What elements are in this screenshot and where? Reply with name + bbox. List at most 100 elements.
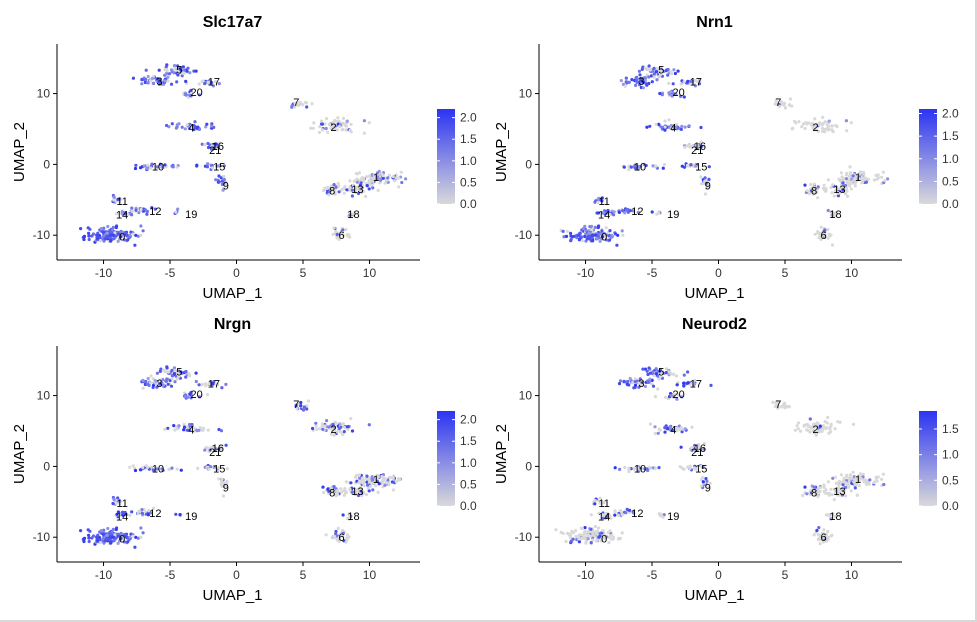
cell-point-cluster-4 (173, 428, 177, 432)
cell-point-cluster-4 (177, 122, 181, 126)
cluster-label-3: 3 (156, 76, 162, 88)
cell-point-cluster-2 (815, 429, 819, 433)
cell-point-cluster-4 (166, 426, 170, 430)
cell-point-cluster-6 (344, 227, 348, 232)
cell-point-cluster-19 (657, 512, 661, 516)
cell-point-cluster-0 (136, 234, 140, 238)
cell-point-cluster-12 (145, 209, 149, 214)
cell-point-cluster-5 (183, 68, 187, 72)
cell-point-cluster-3 (655, 78, 659, 82)
cell-point-cluster-4 (210, 124, 214, 128)
cell-point-cluster-4 (198, 425, 202, 430)
cell-point-cluster-17 (211, 382, 215, 386)
cell-point-cluster-6 (818, 542, 822, 546)
cluster-label-14: 14 (598, 210, 610, 222)
cell-point-cluster-4 (193, 120, 197, 124)
cell-point-cluster-17 (206, 80, 210, 84)
cell-point-cluster-5 (174, 374, 178, 378)
cell-point-cluster-16 (220, 445, 224, 449)
cell-point-cluster-3 (131, 76, 135, 80)
cluster-label-3: 3 (638, 378, 644, 390)
y-tick-label: 0 (43, 459, 50, 473)
cell-point-cluster-7 (299, 400, 303, 405)
x-tick-label: 10 (845, 266, 859, 280)
cell-point-cluster-2 (335, 128, 339, 132)
cell-point-cluster-4 (683, 125, 687, 129)
cell-point-cluster-7 (775, 102, 779, 106)
cell-point-cluster-15 (694, 164, 698, 168)
cell-point-cluster-0 (117, 534, 121, 538)
cell-point-cluster-2 (320, 128, 324, 132)
cell-point-cluster-3 (633, 377, 637, 381)
y-tick-label: 10 (519, 389, 533, 403)
cluster-label-7: 7 (293, 399, 299, 411)
cell-point-cluster-10 (138, 468, 143, 472)
cell-point-cluster-2 (833, 427, 837, 431)
cluster-label-19: 19 (185, 209, 197, 221)
cell-point-cluster-20 (205, 393, 210, 397)
cell-point-cluster-20 (660, 93, 664, 97)
cell-point-cluster-5 (165, 63, 169, 67)
cell-point-cluster-2 (319, 119, 324, 123)
cell-point-cluster-2 (332, 128, 336, 132)
cell-point-cluster-13 (819, 485, 823, 490)
cell-point-cluster-11 (602, 501, 606, 505)
cell-point-cluster-10 (662, 162, 667, 167)
cell-point-cluster-7 (786, 405, 791, 409)
cell-point-cluster-16 (224, 443, 228, 447)
cell-point-cluster-12 (141, 209, 145, 213)
cell-point-cluster-1 (851, 470, 855, 474)
cell-point-cluster-1 (865, 482, 869, 486)
cell-point-cluster-8 (807, 192, 811, 196)
cell-point-cluster-4 (690, 425, 694, 429)
cell-point-cluster-1 (370, 179, 375, 183)
cell-point-cluster-17 (682, 80, 686, 84)
cell-point-cluster-13 (827, 493, 831, 497)
cell-point-cluster-0 (621, 233, 625, 237)
cell-point-cluster-0 (607, 541, 611, 545)
cell-point-cluster-1 (862, 172, 866, 176)
cell-point-cluster-2 (350, 429, 355, 433)
cell-point-cluster-5 (186, 66, 190, 70)
cell-point-cluster-7 (783, 106, 788, 110)
cell-point-cluster-10 (150, 162, 154, 166)
cell-point-cluster-3 (623, 84, 627, 88)
cluster-label-9: 9 (705, 181, 711, 193)
cluster-label-17: 17 (208, 379, 220, 391)
cell-point-cluster-0 (569, 237, 573, 242)
cell-point-cluster-1 (866, 177, 871, 181)
cell-point-cluster-2 (820, 123, 824, 127)
cell-point-cluster-4 (683, 427, 687, 431)
cell-point-cluster-1 (370, 478, 375, 482)
cell-point-cluster-7 (306, 399, 311, 403)
cell-point-cluster-17 (690, 79, 694, 83)
cell-point-cluster-1 (880, 477, 884, 481)
cell-point-cluster-1 (857, 177, 861, 181)
cell-point-cluster-17 (697, 82, 702, 86)
cell-point-cluster-2 (315, 427, 319, 431)
cell-point-cluster-17 (224, 382, 228, 386)
cell-point-cluster-0 (590, 224, 594, 228)
cell-point-cluster-2 (814, 433, 818, 437)
cell-point-cluster-0 (608, 238, 612, 242)
cell-point-cluster-2 (799, 429, 803, 433)
cell-point-cluster-8 (322, 490, 326, 495)
cell-point-cluster-13 (849, 489, 853, 493)
cell-point-cluster-1 (400, 180, 404, 185)
cell-point-cluster-4 (667, 118, 671, 122)
cell-point-cluster-0 (574, 534, 578, 538)
cluster-label-7: 7 (775, 97, 781, 109)
cluster-label-6: 6 (338, 532, 344, 544)
cell-point-cluster-13 (360, 191, 364, 195)
cell-point-cluster-1 (387, 482, 391, 486)
cell-point-cluster-5 (158, 369, 162, 373)
cell-point-cluster-10 (134, 163, 138, 167)
cell-point-cluster-10 (613, 466, 617, 470)
colorbar-tick-label: 1.5 (460, 434, 477, 448)
cell-point-cluster-3 (158, 378, 163, 382)
cell-point-cluster-2 (323, 122, 327, 126)
cell-point-cluster-13 (371, 488, 375, 492)
cell-point-cluster-2 (362, 131, 366, 135)
cell-point-cluster-8 (336, 181, 340, 186)
cell-point-cluster-10 (633, 163, 637, 167)
